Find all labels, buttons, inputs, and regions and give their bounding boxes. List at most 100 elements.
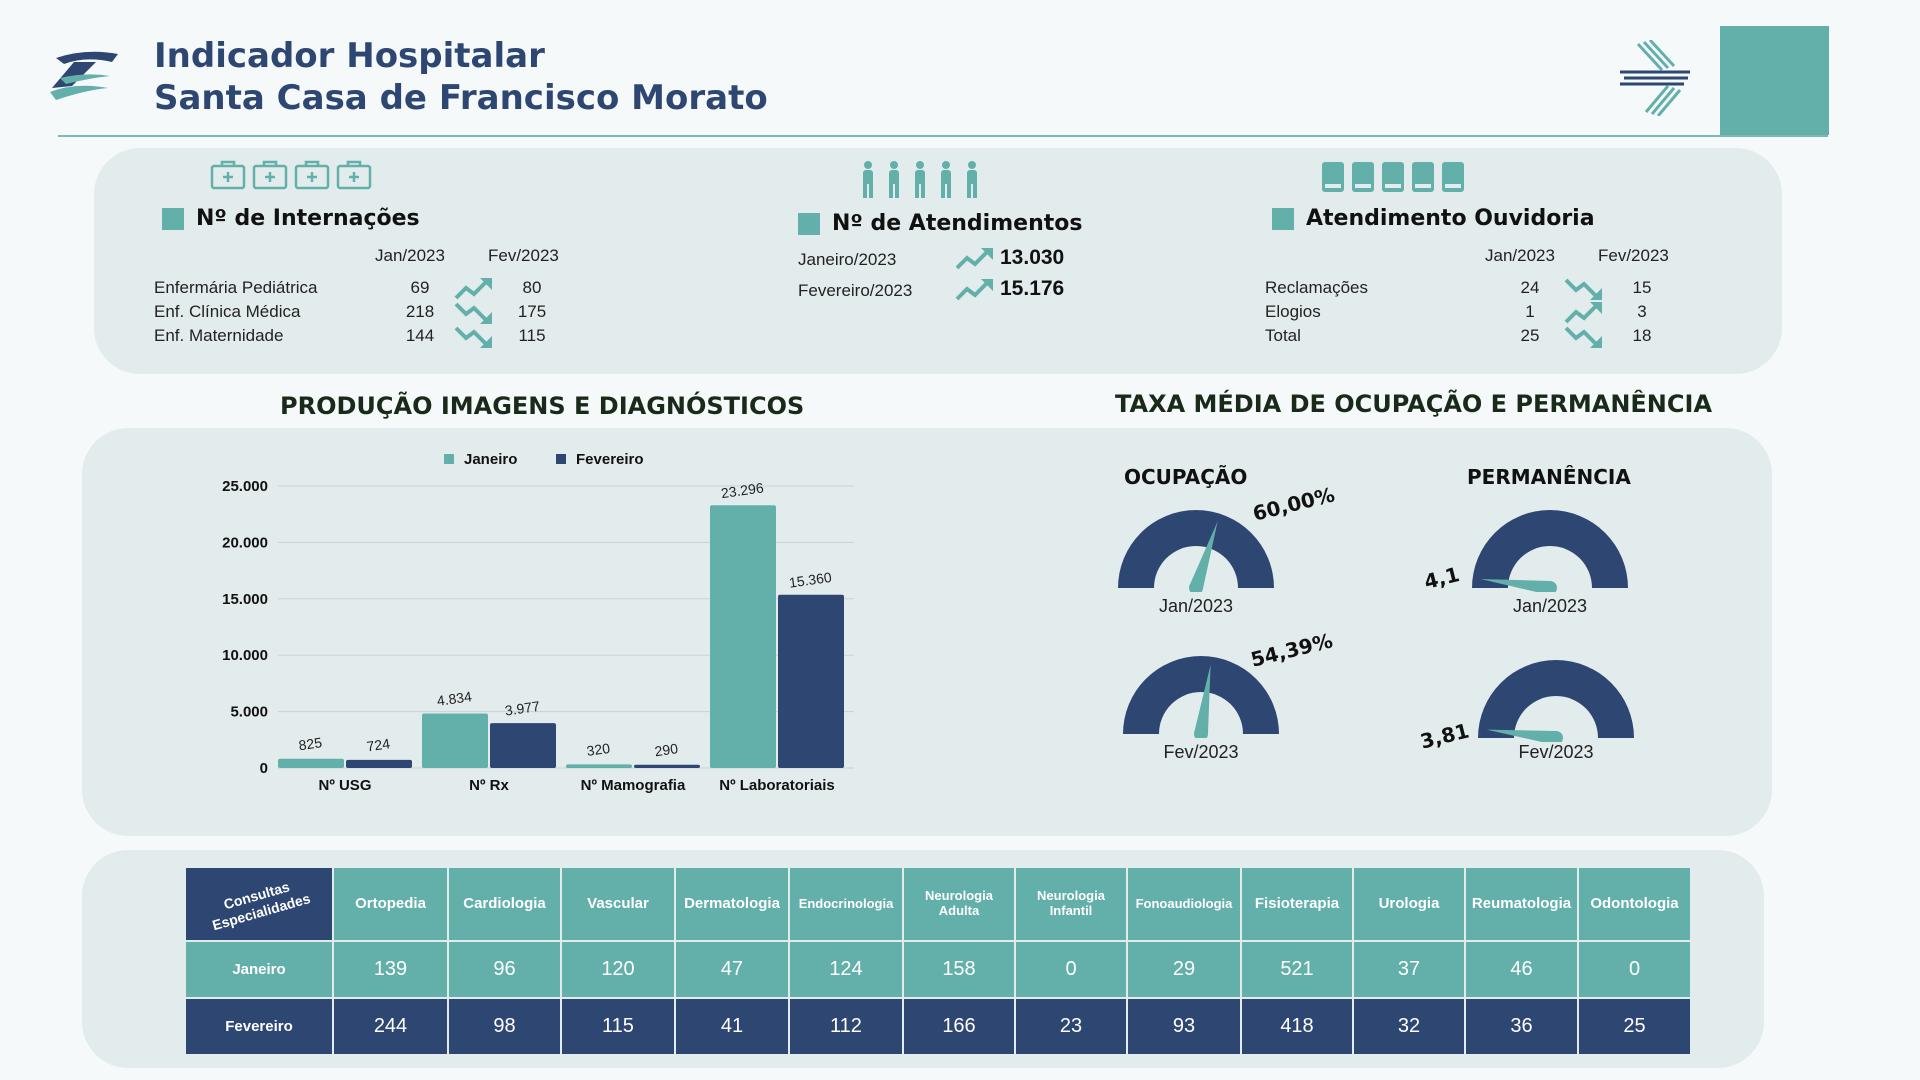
consultas-cell: 96 (449, 942, 560, 997)
consultas-cell: 46 (1466, 942, 1577, 997)
brand-logo-icon (50, 51, 118, 100)
consultas-cell: 0 (1016, 942, 1126, 997)
gauge-hub (1194, 727, 1208, 738)
internacoes-marker (162, 207, 184, 230)
bar-data-label: 15.360 (788, 569, 833, 591)
consultas-cell: 47 (676, 942, 788, 997)
trend-down-icon (1564, 278, 1602, 300)
bar-data-label: 825 (298, 734, 324, 753)
consultas-cell: 93 (1128, 999, 1240, 1054)
ouvidoria-row-jan: 1 (1525, 302, 1535, 321)
internacoes-heading: Nº de Internações (162, 206, 420, 231)
trend-down-icon (454, 326, 492, 348)
atendimentos-row-label: Janeiro/2023 (798, 250, 897, 269)
consultas-cell: 112 (790, 999, 902, 1054)
consultas-cell: 98 (449, 999, 560, 1054)
specialty-header: Fisioterapia (1242, 868, 1352, 940)
people-icons (858, 160, 986, 205)
y-tick-label: 15.000 (222, 591, 268, 608)
ouvidoria-marker (1272, 207, 1294, 230)
internacoes-row-label: Enf. Maternidade (154, 326, 284, 345)
consultas-cell: 41 (676, 999, 788, 1054)
trend-down-icon (1564, 326, 1602, 348)
gauge-needle (1486, 729, 1557, 742)
ouvidoria-row-label: Reclamações (1265, 278, 1368, 297)
ouvidoria-row-fev: 15 (1632, 278, 1652, 297)
bar-janeiro-0 (278, 758, 344, 768)
atendimentos-marker (798, 212, 820, 235)
consultas-cell: 115 (562, 999, 674, 1054)
specialty-header: Cardiologia (449, 868, 560, 940)
trend-up-icon (955, 248, 993, 270)
specialty-header: Urologia (1354, 868, 1464, 940)
gauge-needle (1480, 579, 1551, 592)
consultas-row-label: Janeiro (186, 942, 332, 997)
consultas-row-label: Fevereiro (186, 999, 332, 1054)
internacoes-row-label: Enf. Clínica Médica (154, 302, 301, 321)
kpi-panel (94, 148, 1782, 374)
atendimentos-row-value: 15.176 (1000, 277, 1065, 300)
legend-swatch-0 (444, 454, 454, 464)
consultas-cell: 158 (904, 942, 1014, 997)
gauge-ocup-jan (1118, 510, 1274, 592)
consultas-cell: 139 (334, 942, 447, 997)
producao-title: PRODUÇÃO IMAGENS E DIAGNÓSTICOS (280, 392, 805, 420)
specialty-header: Odontologia (1579, 868, 1690, 940)
consultas-cell: 418 (1242, 999, 1352, 1054)
gauge-perm-jan (1472, 510, 1628, 592)
gauge-hub (1189, 581, 1203, 592)
consultas-cell: 25 (1579, 999, 1690, 1054)
specialty-header: Neurologia Adulta (904, 868, 1014, 940)
internacoes-row-fev: 175 (517, 302, 547, 321)
y-tick-label: 25.000 (222, 478, 268, 495)
bar-fevereiro-2 (634, 764, 700, 768)
specialty-header: Reumatologia (1466, 868, 1577, 940)
ouvidoria-row-fev: 3 (1637, 302, 1647, 321)
atendimentos-row-label: Fevereiro/2023 (798, 281, 913, 300)
bar-data-label: 23.296 (720, 479, 765, 501)
taxa-title: TAXA MÉDIA DE OCUPAÇÃO E PERMANÊNCIA (1115, 390, 1713, 418)
ouvidoria-row-jan: 25 (1520, 326, 1540, 345)
bar-janeiro-1 (422, 713, 488, 768)
bar-fevereiro-1 (490, 723, 556, 768)
atendimentos-row-value: 13.030 (1000, 246, 1065, 269)
consultas-table: Consultas Especialidades Ortopedia Cardiol… (184, 866, 1692, 1056)
x-tick-label: Nº Rx (469, 777, 509, 794)
ouvidoria-col-jan: Jan/2023 (1485, 246, 1555, 265)
specialty-header: Dermatologia (676, 868, 788, 940)
bar-data-label: 4.834 (436, 688, 473, 709)
internacoes-col-fev: Fev/2023 (488, 246, 559, 265)
internacoes-row-label: Enfermária Pediátrica (154, 278, 318, 297)
internacoes-row-fev: 115 (518, 326, 546, 345)
brand-logo-left (46, 48, 122, 104)
ouvidoria-row-jan: 24 (1520, 278, 1540, 297)
gauge-caption: Fev/2023 (1518, 742, 1594, 762)
gauge-ocup-fev (1123, 656, 1279, 738)
page-title-line2: Santa Casa de Francisco Morato (154, 78, 768, 118)
consultas-row-janeiro: Janeiro 139 96 120 47 124 158 0 29 521 37 46 0 (186, 942, 1690, 997)
consultas-cell: 521 (1242, 942, 1352, 997)
consultas-corner-label: Consultas Especialidades (210, 878, 313, 934)
gauge-hub (1543, 581, 1557, 592)
brand-logo-right-icon (1618, 38, 1692, 117)
trend-up-icon (955, 279, 993, 301)
trend-up-icon (1564, 302, 1602, 324)
consultas-cell: 124 (790, 942, 902, 997)
internacoes-col-jan: Jan/2023 (375, 246, 445, 265)
ouvidoria-col-fev: Fev/2023 (1598, 246, 1669, 265)
ouvidoria-row-label: Elogios (1265, 302, 1321, 321)
consultas-cell: 0 (1579, 942, 1690, 997)
suitcase-icons (210, 160, 374, 195)
gauge-arc (1118, 510, 1274, 588)
y-tick-label: 0 (260, 760, 268, 777)
specialty-header: Ortopedia (334, 868, 447, 940)
bar-fevereiro-3 (778, 594, 844, 768)
internacoes-row-jan: 218 (405, 302, 435, 321)
gauge-arc (1123, 656, 1279, 734)
atendimentos-title: Nº de Atendimentos (832, 211, 1083, 236)
consultas-cell: 36 (1466, 999, 1577, 1054)
bar-janeiro-3 (710, 505, 776, 768)
bar-chart: Janeiro Fevereiro 0 5.000 10.000 15.000 20.000… (222, 451, 854, 794)
gauge-caption: Jan/2023 (1512, 596, 1588, 616)
bar-data-label: 724 (366, 735, 392, 754)
